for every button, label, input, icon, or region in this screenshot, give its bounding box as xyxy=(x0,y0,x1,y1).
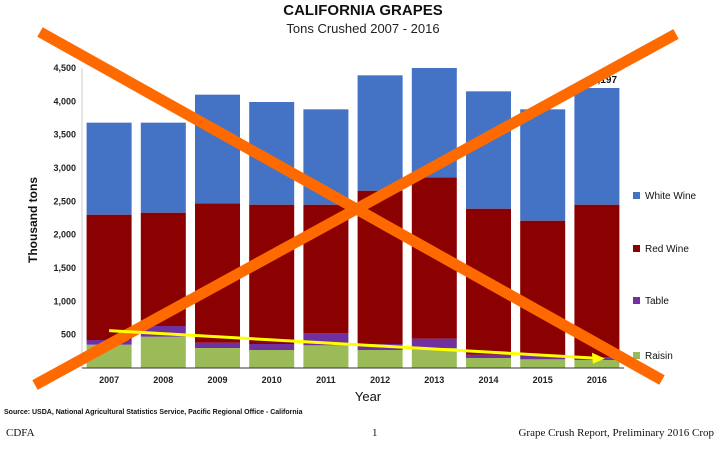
legend-label-raisin: Raisin xyxy=(645,351,673,362)
x-tick-label: 2013 xyxy=(424,375,444,385)
x-tick-label: 2007 xyxy=(99,375,119,385)
bar-raisin-2008 xyxy=(140,336,186,368)
bar-table-2013 xyxy=(411,338,457,348)
y-tick-label: 500 xyxy=(61,330,76,340)
bar-table-2008 xyxy=(140,326,186,337)
legend-swatch-white-wine xyxy=(633,192,640,199)
bar-table-2015 xyxy=(520,356,566,360)
bar-raisin-2012 xyxy=(357,350,403,368)
x-tick-label: 2012 xyxy=(370,375,390,385)
legend-label-red-wine: Red Wine xyxy=(645,244,689,255)
x-tick-label: 2014 xyxy=(478,375,498,385)
bar-white-wine-2008 xyxy=(140,122,186,213)
bar-red-wine-2010 xyxy=(249,204,295,344)
footer-page-number: 1 xyxy=(372,427,378,439)
bar-table-2010 xyxy=(249,344,295,350)
y-tick-label: 4,000 xyxy=(53,96,76,106)
x-tick-label: 2016 xyxy=(587,375,607,385)
bar-raisin-2016 xyxy=(574,360,620,368)
y-axis-label: Thousand tons xyxy=(26,177,40,263)
y-tick-label: 2,000 xyxy=(53,230,76,240)
bar-table-2014 xyxy=(466,354,511,358)
bar-white-wine-2007 xyxy=(86,122,132,215)
bar-raisin-2010 xyxy=(249,350,295,368)
legend-label-table: Table xyxy=(645,296,669,307)
x-tick-label: 2015 xyxy=(533,375,553,385)
y-tick-label: 1,000 xyxy=(53,296,76,306)
x-tick-label: 2008 xyxy=(153,375,173,385)
legend-label-white-wine: White Wine xyxy=(645,191,697,202)
trend-arrowhead xyxy=(591,352,605,364)
bar-red-wine-2007 xyxy=(86,214,132,340)
bar-white-wine-2015 xyxy=(520,109,566,221)
bar-white-wine-2009 xyxy=(195,94,240,204)
x-axis-label: Year xyxy=(355,389,382,404)
bar-raisin-2011 xyxy=(303,345,349,368)
bar-white-wine-2012 xyxy=(357,75,403,191)
cross-out-stroke-2 xyxy=(32,29,679,390)
y-tick-label: 3,500 xyxy=(53,130,76,140)
legend-swatch-table xyxy=(633,297,640,304)
y-tick-label: 2,500 xyxy=(53,196,76,206)
bar-raisin-2014 xyxy=(466,358,511,368)
bar-white-wine-2016 xyxy=(574,88,620,205)
bar-raisin-2009 xyxy=(195,348,240,368)
x-tick-label: 2010 xyxy=(262,375,282,385)
bar-red-wine-2015 xyxy=(520,220,566,356)
chart-title: CALIFORNIA GRAPES xyxy=(283,2,443,19)
chart-subtitle: Tons Crushed 2007 - 2016 xyxy=(286,21,440,36)
bar-table-2009 xyxy=(195,342,240,348)
trend-line xyxy=(109,329,595,360)
bar-raisin-2013 xyxy=(411,348,457,368)
bar-total-label-2016: 4,197 xyxy=(592,75,617,86)
source-note: Source: USDA, National Agricultural Stat… xyxy=(4,409,303,416)
footer-right: Grape Crush Report, Preliminary 2016 Cro… xyxy=(518,427,714,439)
y-tick-label: 1,500 xyxy=(53,263,76,273)
x-tick-label: 2011 xyxy=(316,375,336,385)
y-tick-label: 4,500 xyxy=(53,63,76,73)
footer-left: CDFA xyxy=(6,427,35,439)
bar-raisin-2015 xyxy=(520,359,566,368)
y-tick-label: 3,000 xyxy=(53,163,76,173)
legend-swatch-red-wine xyxy=(633,245,640,252)
legend-swatch-raisin xyxy=(633,352,640,359)
x-tick-label: 2009 xyxy=(207,375,227,385)
